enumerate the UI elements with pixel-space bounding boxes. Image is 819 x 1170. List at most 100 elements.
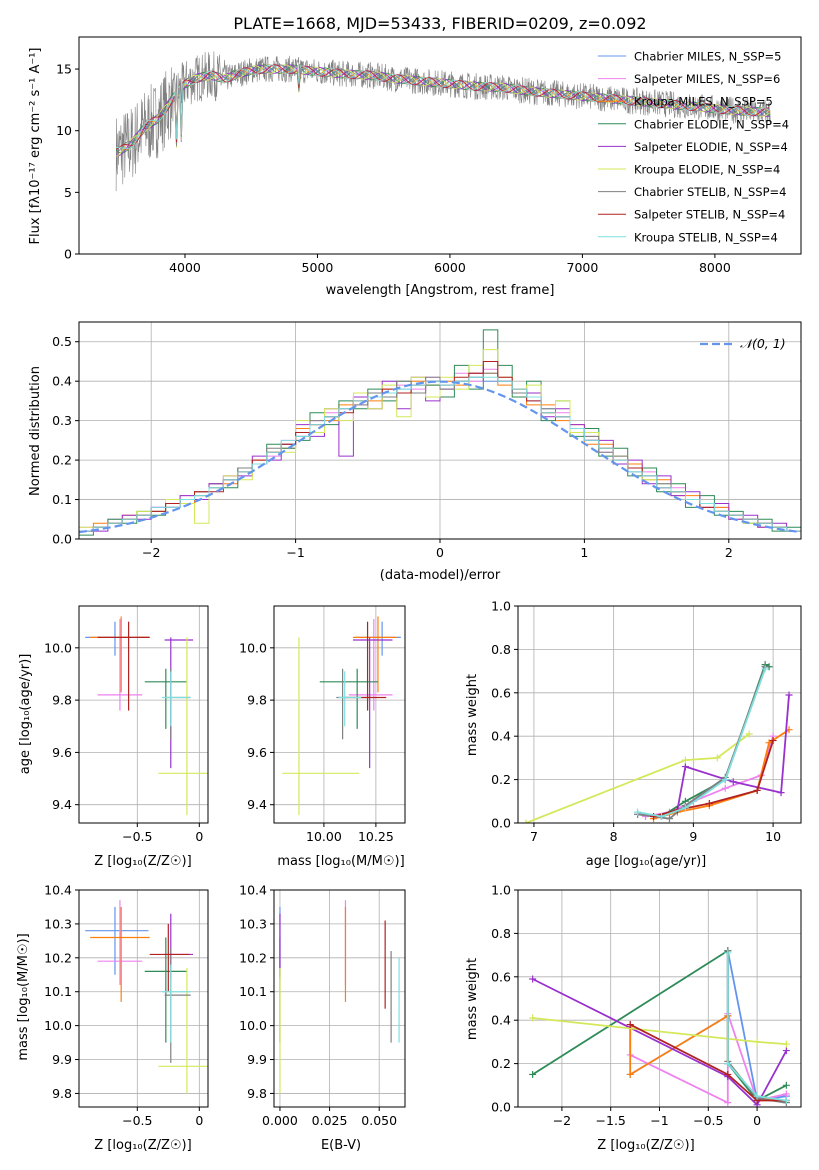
spectrum-xtick-label: 6000: [434, 260, 466, 275]
mass-vs-extinction-xtick-label: 0.050: [361, 1113, 397, 1128]
mass-weight-vs-metallicity-ytick-label: 1.0: [491, 883, 511, 898]
mass-weight-vs-age-marker-kroupa_elodie: [745, 730, 753, 738]
spectrum-model-line-salpeter_stelib: [115, 64, 770, 150]
mass-vs-extinction-ytick-label: 10.3: [239, 916, 267, 931]
mass-vs-extinction-ytick-label: 9.8: [247, 1086, 267, 1101]
mass-weight-vs-metallicity-xtick-label: 0: [753, 1113, 761, 1128]
mass-weight-vs-metallicity-marker-kroupa_elodie: [782, 1040, 790, 1048]
mass-vs-metallicity-ytick-label: 10.2: [44, 950, 72, 965]
spectrum-legend-label: Kroupa ELODIE, N_SSP=4: [634, 163, 780, 177]
mass-vs-metallicity-ytick-label: 9.9: [52, 1052, 72, 1067]
mass-weight-vs-age-frame: [517, 605, 802, 824]
spectrum-legend-label: Kroupa STELIB, N_SSP=4: [634, 230, 778, 244]
age-vs-metallicity-frame: [78, 605, 209, 824]
mass-weight-vs-metallicity-marker-salpeter_miles: [782, 1090, 790, 1098]
mass-weight-vs-age-ytick-label: 0.2: [491, 772, 511, 787]
age-vs-mass-frame: [273, 605, 406, 824]
mass-weight-vs-age-marker-salpeter_stelib: [705, 799, 713, 807]
mass-weight-vs-age-xtick-label: 8: [610, 829, 618, 844]
spectrum-xtick-label: 8000: [699, 260, 731, 275]
residuals-legend-label: 𝒩(0, 1): [740, 336, 786, 351]
spectrum-title: PLATE=1668, MJD=53433, FIBERID=0209, z=0…: [233, 14, 646, 33]
spectrum-legend-label: Salpeter ELODIE, N_SSP=4: [634, 140, 788, 154]
mass-vs-extinction-xlabel: E(B-V): [321, 1138, 361, 1153]
spectrum-legend: Chabrier MILES, N_SSP=5 Salpeter MILES, N…: [598, 50, 789, 244]
mass-weight-vs-metallicity-marker-kroupa_stelib: [753, 1092, 761, 1100]
mass-weight-vs-metallicity-xlabel: Z [log₁₀(Z/Z☉)]: [597, 1138, 694, 1153]
spectrum-xtick-label: 7000: [567, 260, 599, 275]
mass-vs-extinction-ytick-label: 10.1: [239, 984, 267, 999]
mass-weight-vs-metallicity-marker-salpeter_stelib: [626, 1021, 634, 1029]
residuals-ytick-label: 0.1: [52, 492, 72, 507]
mass-weight-vs-age-marker-kroupa_stelib: [681, 804, 689, 812]
age-vs-metallicity-ylabel: age [log₁₀(age/yr)]: [18, 654, 33, 775]
spectrum-ytick-label: 10: [56, 123, 72, 138]
mass-weight-vs-age-ytick-label: 0.6: [491, 685, 511, 700]
mass-weight-vs-metallicity-marker-kroupa_elodie: [529, 1014, 537, 1022]
residuals-normal-curve: [79, 380, 801, 534]
mass-weight-vs-age-ylabel: mass weight: [465, 674, 480, 756]
mass-weight-vs-age-ytick-label: 0.0: [491, 816, 511, 831]
mass-vs-metallicity-xtick-label: 0: [195, 1113, 203, 1128]
age-vs-mass-ytick-label: 9.4: [247, 797, 267, 812]
age-vs-metallicity-xtick-label: −0.5: [122, 829, 152, 844]
residuals-xtick-label: 2: [725, 545, 733, 560]
mass-vs-extinction-ytick-label: 10.2: [239, 950, 267, 965]
spectrum-model-line-salpeter_elodie: [115, 64, 770, 156]
mass-weight-vs-age-marker-salpeter_stelib: [769, 737, 777, 745]
mass-vs-metallicity-panel: −0.5 0 9.8 9.9 10.0 10.1 10.2 10.3 10.4: [44, 883, 209, 1128]
mass-weight-vs-metallicity-marker-chabrier_elodie: [782, 1081, 790, 1089]
mass-vs-extinction-xtick-label: 0.025: [312, 1113, 348, 1128]
residuals-bars: [79, 329, 801, 539]
spectrum-model-line-chabrier_elodie: [115, 64, 770, 154]
mass-weight-vs-age-marker-kroupa_elodie: [713, 754, 721, 762]
spectrum-model-line-chabrier_stelib: [115, 64, 770, 154]
residuals-ytick-label: 0.2: [52, 453, 72, 468]
mass-weight-vs-metallicity-panel: −2 −1.5 −1 −0.5 0 0.0 0.2 0.4 0.6 0.8 1.0: [491, 883, 802, 1128]
mass-weight-vs-age-marker-salpeter_elodie: [681, 763, 689, 771]
spectrum-ytick-label: 0: [64, 247, 72, 262]
residuals-frame: [78, 321, 802, 540]
mass-weight-vs-age-marker-salpeter_elodie: [785, 691, 793, 699]
mass-vs-metallicity-ytick-label: 10.3: [44, 916, 72, 931]
age-vs-mass-ytick-label: 9.6: [247, 745, 267, 760]
mass-vs-extinction-ytick-label: 10.4: [239, 883, 267, 898]
mass-weight-vs-age-marker-kroupa_stelib: [721, 776, 729, 784]
spectrum-ytick-label: 5: [64, 185, 72, 200]
mass-vs-metallicity-ytick-label: 10.0: [44, 1018, 72, 1033]
mass-vs-extinction-ytick-label: 10.0: [239, 1018, 267, 1033]
age-vs-mass-xtick-label: 10.00: [306, 829, 342, 844]
mass-weight-vs-age-xtick-label: 9: [689, 829, 697, 844]
mass-weight-vs-metallicity-marker-kroupa_stelib: [782, 1096, 790, 1104]
mass-weight-vs-metallicity-line-salpeter_stelib: [629, 1023, 787, 1102]
age-vs-mass-xtick-label: 10.25: [358, 829, 394, 844]
mass-vs-metallicity-ytick-label: 10.1: [44, 984, 72, 999]
mass-weight-vs-age-ytick-label: 1.0: [491, 599, 511, 614]
residuals-xtick-label: 0: [436, 545, 444, 560]
age-vs-metallicity-xlabel: Z [log₁₀(Z/Z☉)]: [94, 854, 191, 869]
residuals-step-kroupa_stelib: [79, 376, 801, 539]
mass-weight-vs-age-marker-salpeter_stelib: [753, 786, 761, 794]
spectrum-legend-label: Kroupa MILES, N_SSP=5: [634, 95, 773, 109]
mass-weight-vs-age-marker-kroupa_stelib: [761, 665, 769, 673]
mass-weight-vs-metallicity-lines: [529, 947, 790, 1107]
age-vs-metallicity-xtick-label: 0: [195, 829, 203, 844]
spectrum-model-line-kroupa_stelib: [116, 64, 770, 150]
age-vs-mass-ytick-label: 10.0: [239, 640, 267, 655]
age-vs-mass-ytick-label: 9.8: [247, 693, 267, 708]
mass-weight-vs-metallicity-xtick-label: −1: [650, 1113, 668, 1128]
spectrum-legend-label: Chabrier MILES, N_SSP=5: [634, 50, 781, 64]
mass-weight-vs-metallicity-xtick-label: −1.5: [596, 1113, 626, 1128]
mass-weight-vs-metallicity-marker-salpeter_miles: [724, 1099, 732, 1107]
mass-weight-vs-age-marker-kroupa_elodie: [681, 756, 689, 764]
mass-weight-vs-metallicity-marker-kroupa_elodie: [753, 1038, 761, 1046]
age-vs-metallicity-points: [85, 616, 208, 816]
spectrum-lines: [115, 51, 771, 192]
mass-weight-vs-metallicity-marker-salpeter_stelib: [724, 1070, 732, 1078]
mass-vs-extinction-panel: 0.000 0.025 0.050 9.8 9.9 10.0 10.1 10.2 10.3 10.…: [239, 883, 406, 1128]
residuals-xtick-label: −2: [142, 545, 160, 560]
mass-weight-vs-metallicity-ytick-label: 0.8: [491, 926, 511, 941]
mass-weight-vs-age-marker-salpeter_elodie: [777, 789, 785, 797]
mass-weight-vs-metallicity-xtick-label: −0.5: [693, 1113, 723, 1128]
